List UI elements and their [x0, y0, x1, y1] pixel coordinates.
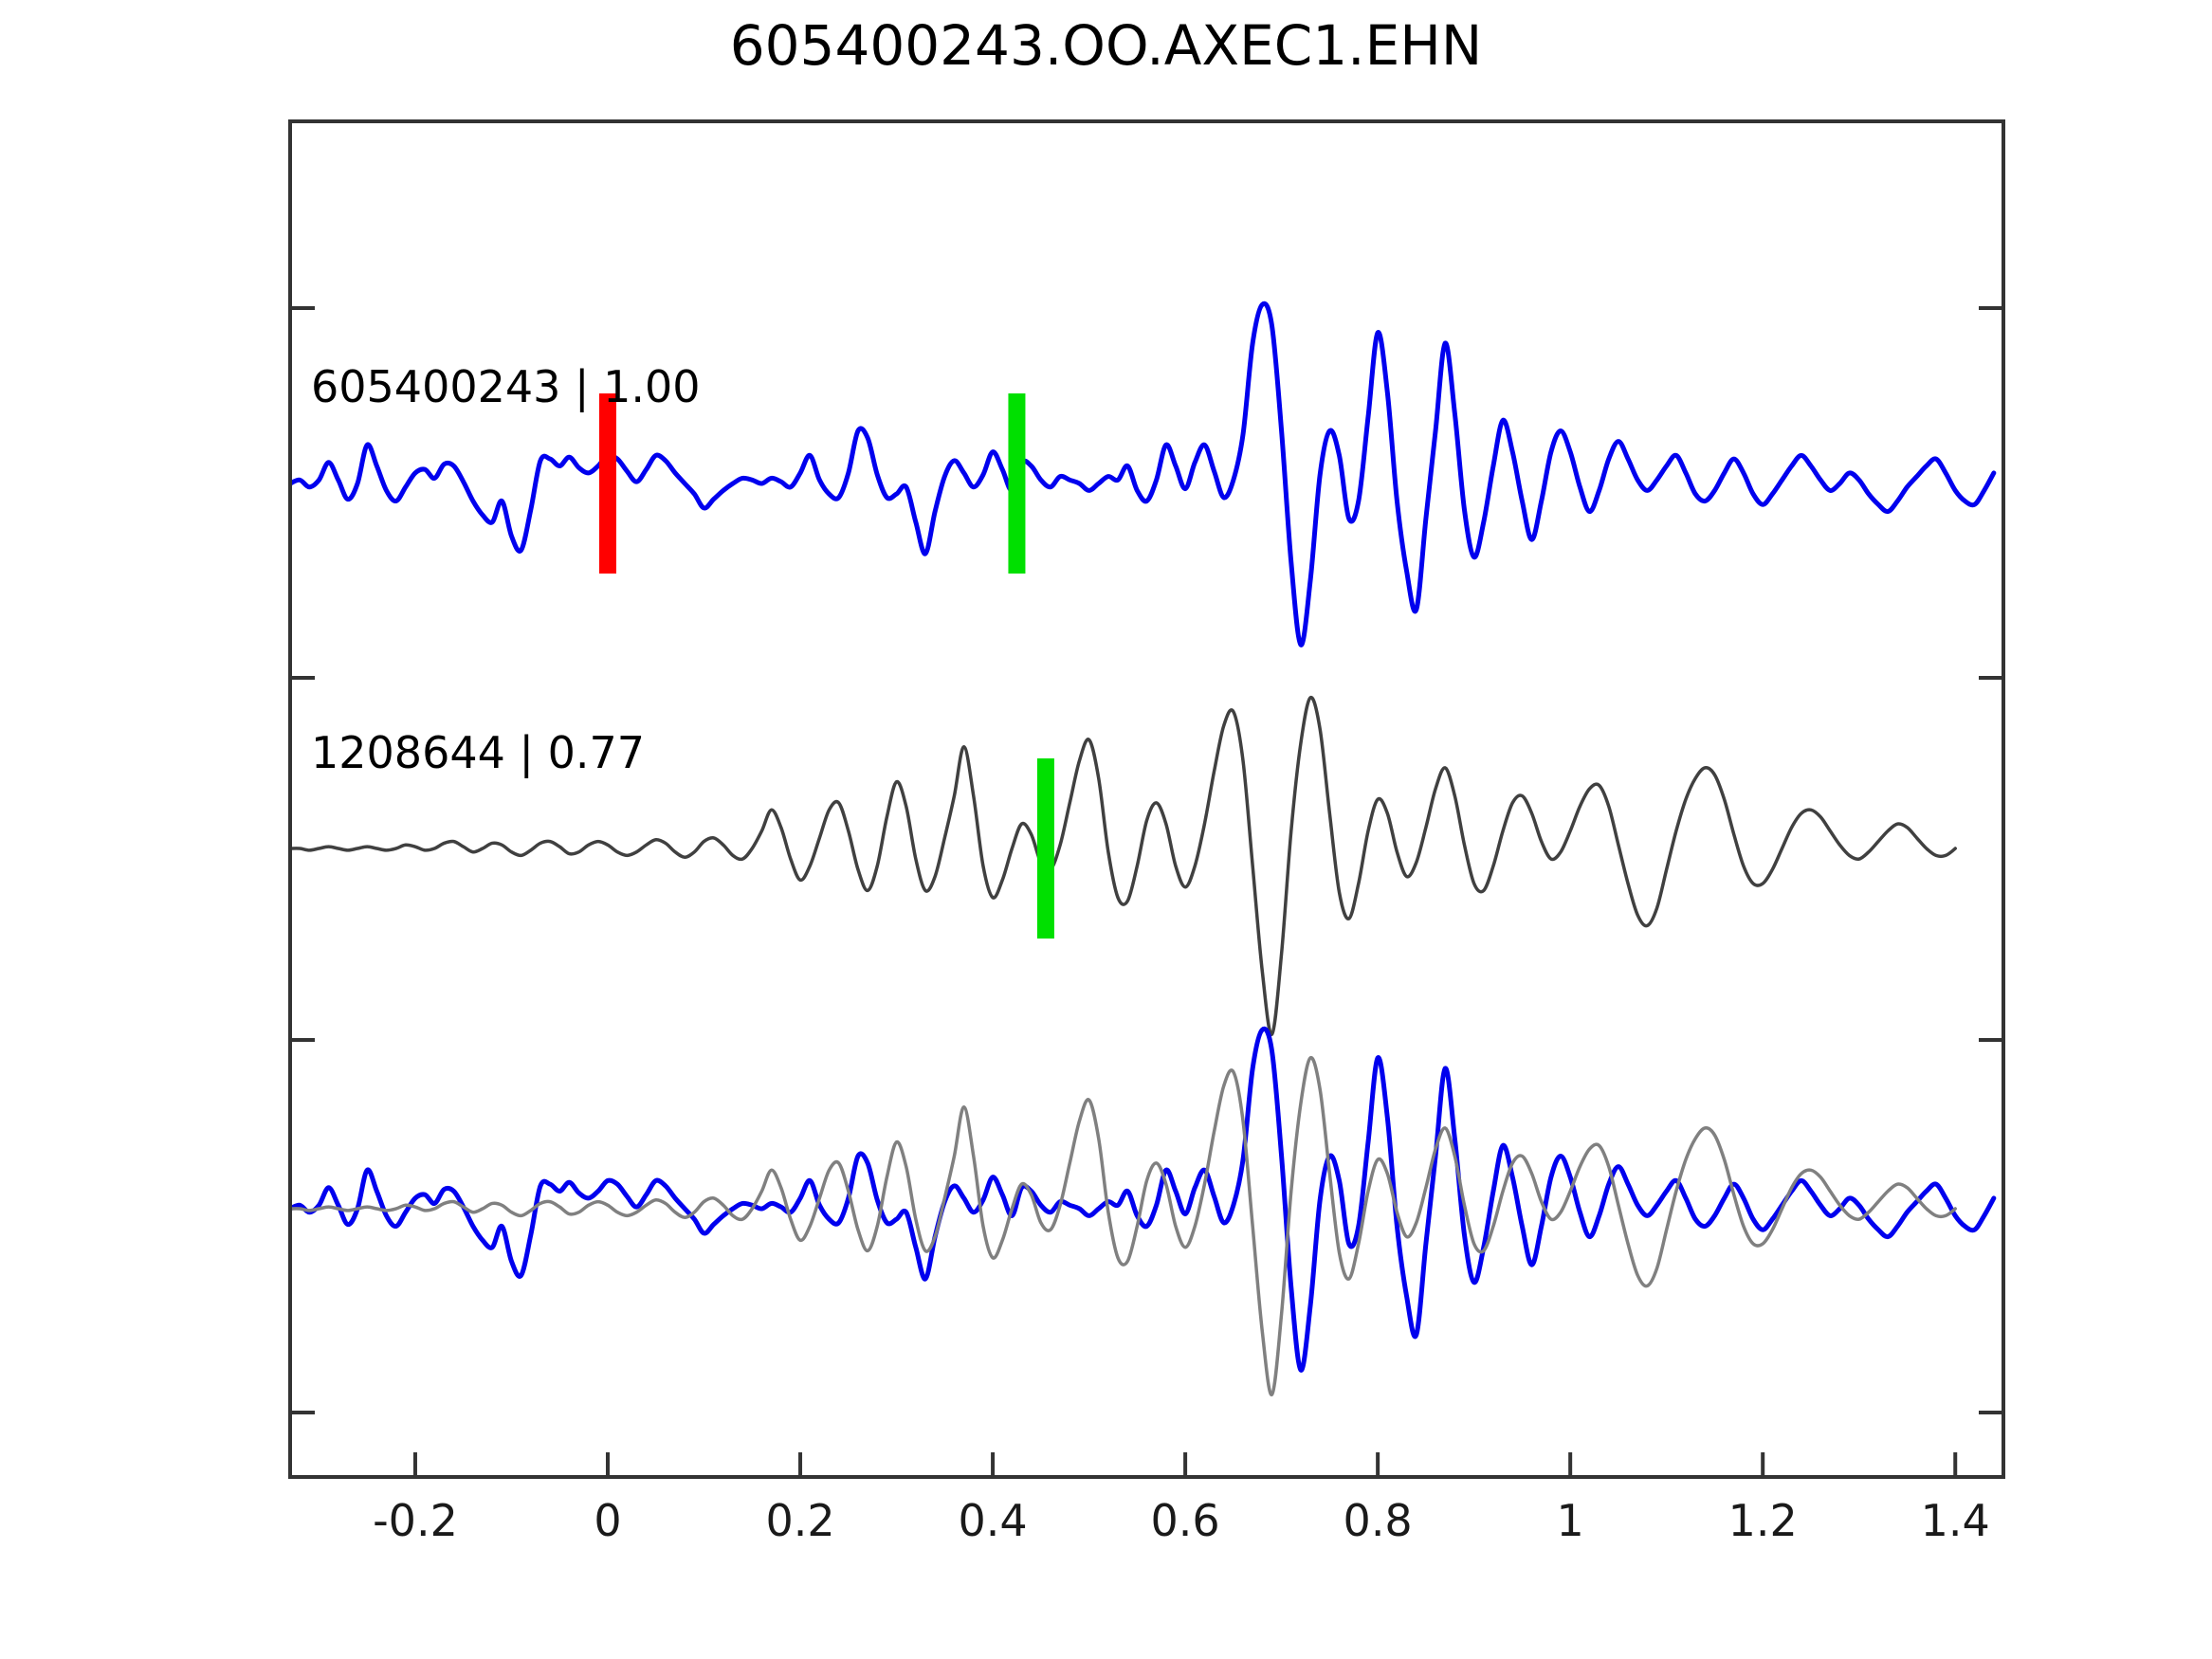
waveform-trace — [292, 301, 1997, 647]
x-tick-label: 0.4 — [958, 1495, 1027, 1546]
x-tick-label: 0.6 — [1151, 1495, 1220, 1546]
x-tick-label: 1.4 — [1921, 1495, 1990, 1546]
waveform-trace — [292, 1026, 1997, 1373]
x-tick-label: 0.2 — [765, 1495, 834, 1546]
axes-frame — [288, 119, 2005, 1479]
x-tick-label: -0.2 — [373, 1495, 458, 1546]
x-tick-label: 1 — [1557, 1495, 1584, 1546]
s-pick-marker-green-trace2 — [1036, 758, 1054, 939]
p-pick-marker-red — [599, 393, 617, 574]
x-tick-label: 1.2 — [1728, 1495, 1798, 1546]
waveform-trace — [292, 1056, 1957, 1396]
y-axis-ticks — [290, 306, 2003, 1414]
plot-border — [288, 119, 2005, 1479]
s-pick-marker-green-trace1 — [1008, 393, 1026, 574]
x-tick-label: 0.8 — [1344, 1495, 1413, 1546]
trace-label-primary: 605400243 | 1.00 — [311, 361, 701, 413]
pick-marker-group — [599, 393, 1054, 939]
trace-label-secondary: 1208644 | 0.77 — [311, 727, 645, 779]
x-tick-label: 0 — [594, 1495, 621, 1546]
page-title: 605400243.OO.AXEC1.EHN — [729, 13, 1483, 78]
trace-group — [292, 301, 1997, 1396]
x-axis-ticks: -0.2 0 0.2 0.4 0.6 0.8 1 1.2 1.4 — [373, 1452, 1990, 1546]
waveform-trace — [292, 696, 1957, 1036]
